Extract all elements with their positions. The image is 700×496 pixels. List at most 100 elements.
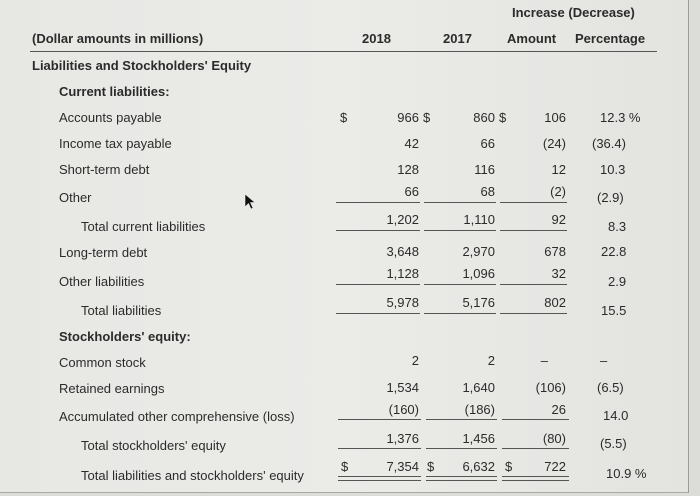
cell-2018: 5,978 <box>386 295 419 310</box>
row-label-retained-earnings: Retained earnings <box>59 381 165 396</box>
cell-2017: 66 <box>480 136 495 151</box>
subtotal-rule <box>500 284 567 285</box>
subtotal-rule <box>336 202 420 203</box>
cell-2018: (160) <box>388 402 419 417</box>
cell-2017: (186) <box>464 402 495 417</box>
subtotal-rule <box>502 448 569 449</box>
cell-2017: 2 <box>487 353 495 368</box>
cell-amount: 92 <box>551 212 566 227</box>
subtotal-rule <box>500 230 567 231</box>
subtotal-rule <box>502 419 569 420</box>
dollar-sign-amount-total: $ <box>505 459 513 474</box>
cell-percentage: 8.3 <box>608 219 627 234</box>
statement-page: Increase (Decrease) (Dollar amounts in m… <box>0 0 689 493</box>
cell-percentage: 10.9 % <box>606 466 647 481</box>
column-header-amount: Amount <box>507 31 557 46</box>
cell-percentage: 2.9 <box>608 274 627 289</box>
cell-percentage: – <box>600 353 608 368</box>
mouse-pointer-icon <box>244 193 256 210</box>
cell-percentage: (5.5) <box>600 436 627 451</box>
row-label-total-current-liabilities: Total current liabilities <box>81 219 206 234</box>
cell-2017: 6,632 <box>462 459 495 474</box>
increase-decrease-header: Increase (Decrease) <box>512 5 635 20</box>
cell-2017: 68 <box>480 184 495 199</box>
cell-amount: (2) <box>550 184 566 199</box>
total-double-rule <box>338 476 421 481</box>
cell-2018: 7,354 <box>386 459 419 474</box>
subtotal-rule <box>500 313 567 314</box>
cell-amount: 802 <box>544 295 566 310</box>
units-label: (Dollar amounts in millions) <box>32 31 204 46</box>
cell-amount: (24) <box>542 136 566 151</box>
row-label-accumulated-oci: Accumulated other comprehensive (loss) <box>59 409 295 424</box>
cell-2018: 1,202 <box>386 212 419 227</box>
column-header-percentage: Percentage <box>575 31 646 46</box>
cell-percentage: 22.8 <box>601 244 627 259</box>
subtotal-rule <box>336 230 420 231</box>
column-header-2018: 2018 <box>362 31 391 46</box>
cell-2018: 3,648 <box>386 244 419 259</box>
cell-amount: 12 <box>551 162 566 177</box>
total-double-rule <box>426 476 497 481</box>
row-label-total-stockholders-equity: Total stockholders' equity <box>81 438 226 453</box>
subtotal-rule <box>424 230 496 231</box>
subtotal-rule <box>500 202 567 203</box>
cell-2018: 1,376 <box>386 431 419 446</box>
dollar-sign-2018: $ <box>340 110 348 125</box>
row-label-other-liabilities: Other liabilities <box>59 274 145 289</box>
subtotal-rule <box>424 313 496 314</box>
cell-percentage: 15.5 <box>601 303 627 318</box>
cell-amount: (106) <box>535 380 566 395</box>
cell-2017: 1,640 <box>462 380 495 395</box>
cell-percentage: 10.3 <box>600 162 626 177</box>
row-label-total-liabilities: Total liabilities <box>81 303 162 318</box>
cell-2018: 42 <box>404 136 419 151</box>
cell-2018: 2 <box>411 353 419 368</box>
cell-amount: 106 <box>544 110 566 125</box>
cell-amount: 32 <box>551 266 566 281</box>
cell-amount: 722 <box>544 459 566 474</box>
row-label-short-term-debt: Short-term debt <box>59 162 150 177</box>
cell-2017: 860 <box>473 110 495 125</box>
dollar-sign-2018-total: $ <box>341 459 349 474</box>
cell-percentage: 14.0 <box>603 408 629 423</box>
cell-percentage: (6.5) <box>597 380 624 395</box>
cell-amount: (80) <box>542 431 566 446</box>
cell-amount: 678 <box>544 244 566 259</box>
row-label-accounts-payable: Accounts payable <box>59 110 162 125</box>
section-title: Liabilities and Stockholders' Equity <box>32 58 252 73</box>
cell-2017: 1,096 <box>462 266 495 281</box>
row-label-other: Other <box>59 190 92 205</box>
subtotal-rule <box>338 419 421 420</box>
row-label-income-tax-payable: Income tax payable <box>59 136 172 151</box>
cell-2017: 2,970 <box>462 244 495 259</box>
cell-2018: 128 <box>397 162 419 177</box>
subtotal-rule <box>426 419 497 420</box>
cell-2017: 1,110 <box>463 212 495 227</box>
total-double-rule <box>502 476 569 481</box>
dollar-sign-2017: $ <box>423 110 431 125</box>
column-header-2017: 2017 <box>443 31 472 46</box>
cell-percentage: (2.9) <box>597 190 624 205</box>
row-label-total-liabilities-and-equity: Total liabilities and stockholders' equi… <box>81 468 304 483</box>
row-label-common-stock: Common stock <box>59 355 146 370</box>
equity-heading: Stockholders' equity: <box>59 329 191 344</box>
dollar-sign-2017-total: $ <box>427 459 435 474</box>
cell-amount: – <box>540 353 548 368</box>
cell-percentage: 12.3 % <box>600 110 641 125</box>
cell-2017: 116 <box>474 162 495 177</box>
subtotal-rule <box>424 284 496 285</box>
cell-2018: 66 <box>404 184 419 199</box>
subtotal-rule <box>336 313 420 314</box>
cell-percentage: (36.4) <box>592 136 626 151</box>
row-label-long-term-debt: Long-term debt <box>59 245 148 260</box>
subtotal-rule <box>336 284 420 285</box>
subtotal-rule <box>338 448 421 449</box>
cell-amount: 26 <box>551 402 566 417</box>
cell-2018: 966 <box>397 110 419 125</box>
subtotal-rule <box>426 448 497 449</box>
header-rule <box>30 51 657 52</box>
current-liabilities-heading: Current liabilities: <box>59 84 170 99</box>
subtotal-rule <box>424 202 496 203</box>
dollar-sign-amount: $ <box>499 110 507 125</box>
